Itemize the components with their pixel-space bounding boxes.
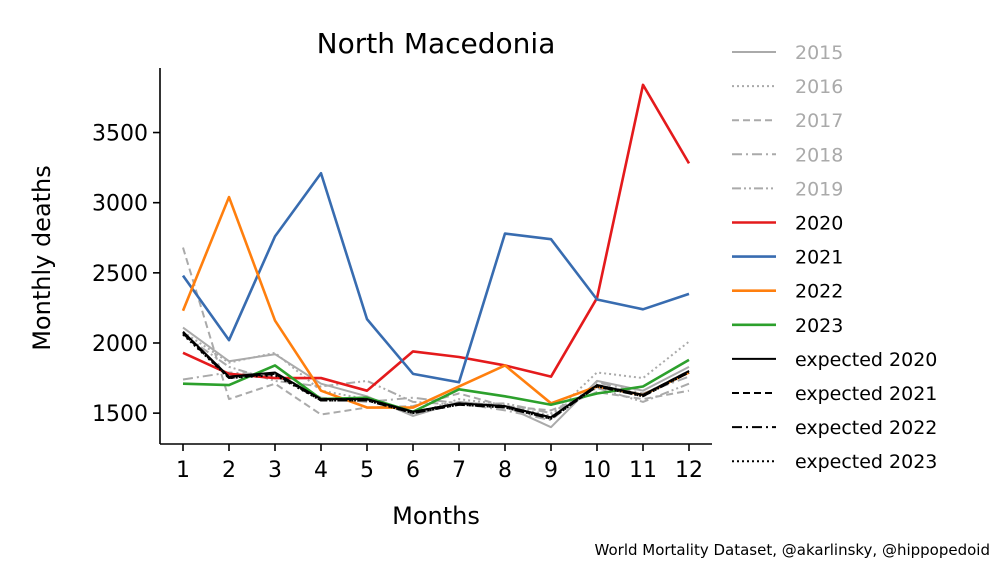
legend-label: 2015	[795, 42, 843, 64]
x-tick-label: 7	[452, 458, 466, 483]
y-tick-label: 1500	[92, 402, 148, 427]
y-tick-label: 3500	[92, 122, 148, 147]
x-tick-label: 2	[222, 458, 236, 483]
legend-label: expected 2020	[795, 349, 937, 371]
legend-label: 2019	[795, 178, 843, 200]
y-axis-label: Monthly deaths	[28, 165, 56, 351]
legend-label: 2022	[795, 281, 843, 303]
series-line-expected-2023	[182, 333, 690, 420]
x-tick-label: 3	[268, 458, 282, 483]
x-tick-label: 10	[583, 458, 611, 483]
series-line-expected-2022	[182, 332, 690, 420]
x-axis-ticks: 1 2 3 4 5 6 7 8 9 10 11 12	[176, 444, 703, 483]
x-tick-label: 6	[406, 458, 420, 483]
legend-label: 2020	[795, 213, 843, 235]
legend-label: 2018	[795, 144, 843, 166]
legend-label: 2021	[795, 247, 843, 269]
y-axis-ticks: 1500 2000 2500 3000 3500	[92, 122, 160, 427]
series-line-2023	[182, 358, 690, 414]
x-tick-label: 5	[360, 458, 374, 483]
legend-label: expected 2021	[795, 383, 937, 405]
source-credit: World Mortality Dataset, @akarlinsky, @h…	[595, 541, 990, 559]
y-tick-label: 2500	[92, 262, 148, 287]
x-tick-label: 8	[498, 458, 512, 483]
legend-label: expected 2023	[795, 451, 937, 473]
legend: 2015 2016 2017 2018 2019 2020 2021 2022 2023 expe…	[732, 42, 937, 473]
x-tick-label: 12	[675, 458, 703, 483]
x-tick-label: 9	[544, 458, 558, 483]
legend-label: 2023	[795, 315, 843, 337]
x-tick-label: 11	[629, 458, 657, 483]
legend-label: 2016	[795, 76, 843, 98]
x-tick-label: 1	[176, 458, 190, 483]
series-line-2021	[181, 171, 690, 384]
x-tick-label: 4	[314, 458, 328, 483]
legend-label: expected 2022	[795, 417, 937, 439]
legend-label: 2017	[795, 110, 843, 132]
plot-area	[181, 83, 691, 429]
y-tick-label: 2000	[92, 332, 148, 357]
series-line-2020	[182, 83, 691, 392]
x-axis-label: Months	[392, 502, 480, 530]
chart-title: North Macedonia	[317, 27, 556, 60]
y-tick-label: 3000	[92, 192, 148, 217]
